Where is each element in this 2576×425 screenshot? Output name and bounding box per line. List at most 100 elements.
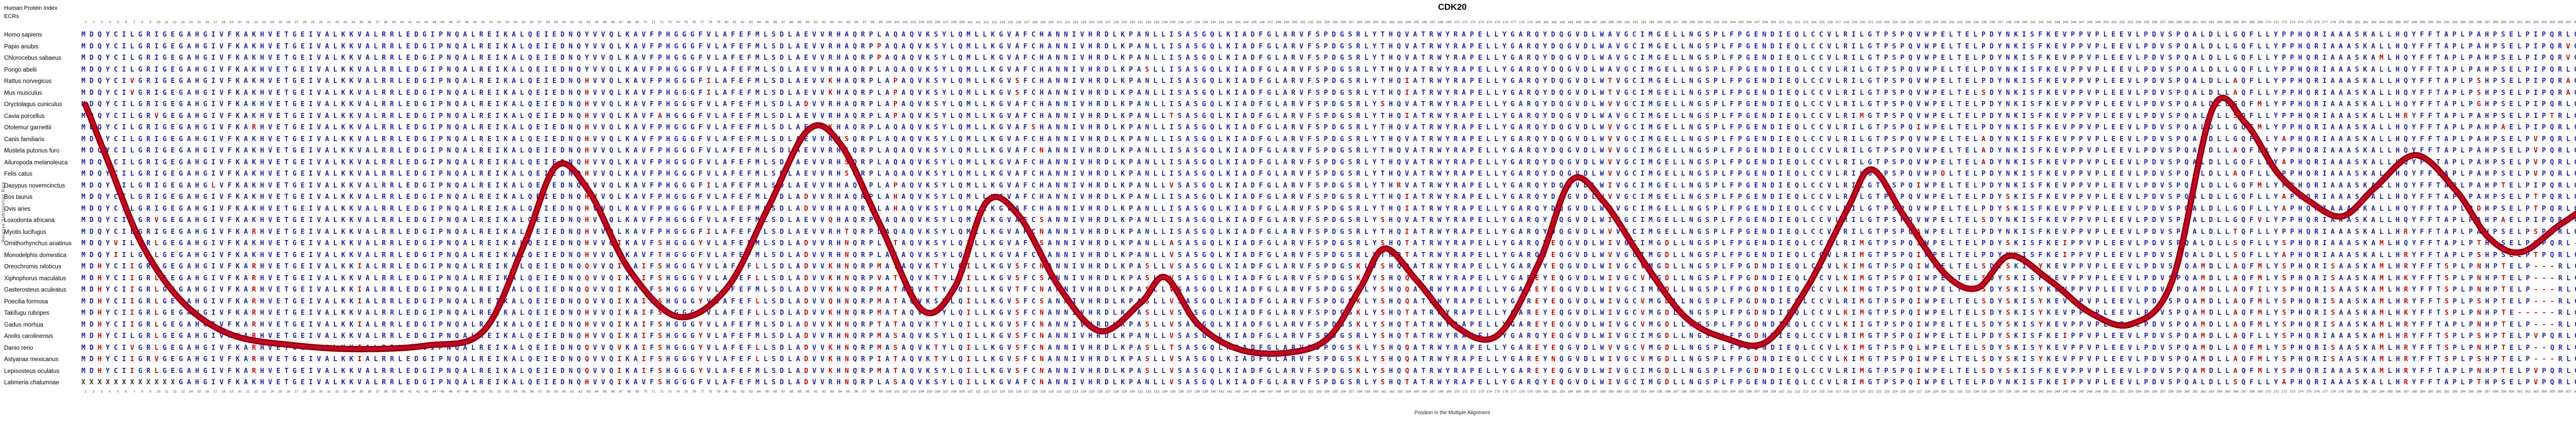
ruler-tick: 216 [1827, 21, 1833, 24]
ruler-tick: 31 [327, 21, 331, 24]
ruler-tick: 238 [2006, 390, 2012, 394]
ruler-tick: 114 [999, 21, 1005, 24]
ruler-tick: 134 [1162, 390, 1168, 394]
ruler-tick: 20 [238, 390, 242, 394]
species-label: Gasterosteus aculeatus [4, 287, 66, 293]
ruler-tick: 51 [489, 390, 493, 394]
alignment-row: MDQYCILGRIGEGAHGIVFKAKHVETGEIVALKKVALRRL… [81, 54, 2576, 62]
ruler-tick: 304 [2541, 21, 2547, 24]
ruler-tick: 115 [1008, 21, 1013, 24]
ruler-tick: 213 [1803, 390, 1809, 394]
ruler-tick: 248 [2087, 21, 2093, 24]
ruler-tick: 197 [1673, 21, 1679, 24]
ruler-tick: 161 [1381, 390, 1387, 394]
ruler-tick: 137 [1186, 390, 1192, 394]
ruler-tick: 119 [1040, 390, 1046, 394]
ruler-tick: 281 [2354, 390, 2361, 394]
ruler-tick: 278 [2330, 390, 2336, 394]
ruler-tick: 291 [2435, 390, 2442, 394]
ruler-tick: 85 [765, 390, 769, 394]
ruler-tick: 27 [294, 390, 298, 394]
ruler-tick: 299 [2500, 390, 2506, 394]
ruler-tick: 249 [2095, 21, 2101, 24]
ruler-tick: 81 [733, 390, 737, 394]
ruler-tick: 258 [2168, 21, 2174, 24]
ruler-tick: 65 [603, 390, 607, 394]
species-label: Monodelphis domestica [4, 252, 66, 259]
ruler-tick: 32 [335, 390, 339, 394]
ruler-tick: 110 [967, 21, 973, 24]
ruler-tick: 135 [1170, 390, 1176, 394]
ruler-tick: 300 [2509, 390, 2515, 394]
ruler-tick: 66 [611, 390, 615, 394]
ruler-tick: 70 [643, 21, 648, 24]
ruler-tick: 40 [400, 390, 404, 394]
ruler-tick: 306 [2557, 21, 2564, 24]
ruler-tick: 73 [668, 21, 672, 24]
alignment-row: MDQYCILGRVGEGAHGIVFKAKHVETGEIVALKKVALRRL… [81, 216, 2576, 224]
ruler-tick: 241 [2030, 390, 2036, 394]
ruler-tick: 228 [1924, 21, 1930, 24]
ruler-tick: 209 [1770, 390, 1776, 394]
ruler-tick: 224 [1892, 21, 1898, 24]
ruler-tick: 213 [1803, 21, 1809, 24]
ruler-tick: 190 [1616, 390, 1622, 394]
ruler-tick: 76 [692, 21, 696, 24]
ruler-tick: 239 [2013, 21, 2020, 24]
ruler-tick: 186 [1584, 21, 1590, 24]
ruler-tick: 158 [1357, 390, 1363, 394]
ruler-tick: 149 [1283, 390, 1290, 394]
ruler-tick: 262 [2200, 390, 2207, 394]
ruler-tick: 89 [798, 21, 802, 24]
ruler-tick: 10 [157, 390, 161, 394]
ruler-tick: 260 [2184, 390, 2190, 394]
ruler-tick: 250 [2103, 390, 2109, 394]
ruler-tick: 144 [1243, 390, 1249, 394]
ruler-tick: 19 [229, 21, 233, 24]
ruler-tick: 263 [2208, 390, 2214, 394]
ruler-tick: 294 [2460, 21, 2466, 24]
ruler-tick: 48 [465, 21, 469, 24]
ruler-tick: 64 [595, 390, 599, 394]
ruler-tick: 181 [1543, 21, 1549, 24]
ruler-tick: 71 [651, 390, 655, 394]
ruler-tick: 107 [942, 390, 948, 394]
species-label: Bos taurus [4, 194, 32, 200]
ruler-tick: 156 [1340, 390, 1346, 394]
ruler-tick: 167 [1429, 21, 1435, 24]
ruler-tick: 123 [1072, 390, 1078, 394]
ruler-tick: 189 [1608, 21, 1614, 24]
ruler-tick: 8 [141, 21, 143, 24]
ruler-tick: 235 [1981, 21, 1987, 24]
ruler-tick: 93 [830, 390, 834, 394]
ruler-tick: 77 [700, 390, 704, 394]
ruler-tick: 197 [1673, 390, 1679, 394]
alignment-row: MDQYCILGRIGEGAHGIVFKAKHVETGEIVALKKVALRRL… [81, 65, 2576, 74]
ruler-tick: 45 [440, 21, 445, 24]
ruler-tick: 1 [84, 390, 87, 394]
ruler-tick: 164 [1405, 390, 1411, 394]
ruler-tick: 201 [1705, 390, 1711, 394]
ruler-tick: 56 [530, 21, 534, 24]
ruler-tick: 77 [700, 21, 704, 24]
ruler-tick: 54 [514, 390, 518, 394]
ruler-tick: 74 [676, 21, 680, 24]
ruler-tick: 58 [546, 21, 550, 24]
ruler-tick: 182 [1551, 390, 1557, 394]
ruler-tick: 307 [2565, 21, 2571, 24]
alignment-row: MDQYCILGRIGEGAHGIVFKAKHVETGEIVALKKVALRRL… [81, 205, 2576, 213]
alignment-row: MDHYCIIGRLGEGAHGIVFKARHVETGEIVALKKIALRRL… [81, 297, 2576, 305]
ruler-tick: 276 [2314, 21, 2320, 24]
ruler-tick: 40 [400, 21, 404, 24]
ruler-tick: 256 [2151, 390, 2158, 394]
ruler-tick: 237 [1997, 390, 2004, 394]
ruler-tick: 200 [1697, 390, 1703, 394]
ruler-tick: 90 [806, 21, 810, 24]
ruler-tick: 180 [1535, 21, 1541, 24]
ruler-tick: 285 [2387, 390, 2393, 394]
ruler-tick: 253 [2127, 21, 2133, 24]
ruler-tick: 110 [967, 390, 973, 394]
ruler-tick: 175 [1494, 21, 1500, 24]
position-ruler-bottom: 1 2 3 4 5 6 7 8 9 10 11 12 13 14 15 16 17 18 19 20 21 22 23 24 2… [81, 390, 2576, 396]
ruler-tick: 208 [1762, 390, 1768, 394]
